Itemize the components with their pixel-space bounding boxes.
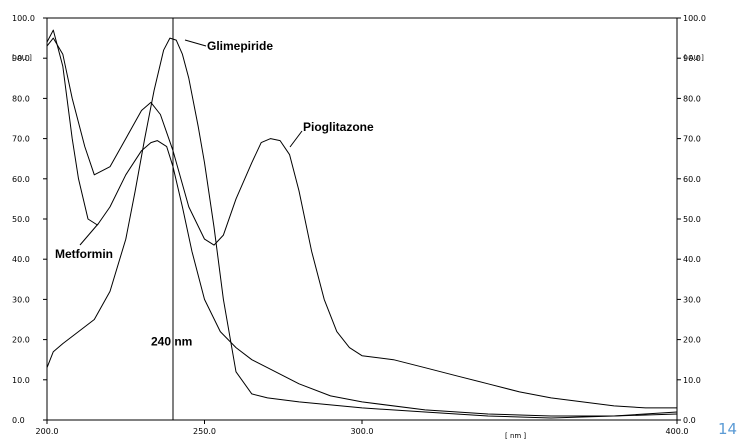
x-axis-unit: [ nm ]	[505, 432, 526, 440]
leader-line-pioglitazone	[289, 130, 303, 148]
y-tick-label-left: 0.0	[12, 416, 25, 425]
annotation-metformin: Metformin	[55, 223, 113, 261]
y-tick-label-right: 50.0	[683, 215, 701, 224]
series-label-glimepiride: Glimepiride	[207, 39, 273, 53]
series-label-pioglitazone: Pioglitazone	[303, 120, 374, 134]
y-axis-unit-left: [ AU ]	[12, 54, 32, 62]
x-tick-label: 200.0	[36, 427, 59, 436]
series-line-metformin	[46, 29, 678, 417]
y-tick-label-left: 40.0	[12, 255, 30, 264]
leader-line-metformin	[79, 223, 99, 246]
annotation-pioglitazone: Pioglitazone	[289, 120, 374, 148]
y-tick-label-left: 70.0	[12, 135, 30, 144]
y-tick-label-left: 60.0	[12, 175, 30, 184]
x-tick-label: 400.0	[666, 427, 689, 436]
series-layer	[46, 29, 678, 419]
page-number: 14	[718, 420, 738, 438]
y-tick-label-right: 60.0	[683, 175, 701, 184]
x-tick-label: 300.0	[351, 427, 374, 436]
y-tick-label-right: 70.0	[683, 135, 701, 144]
y-tick-label-left: 30.0	[12, 295, 30, 304]
y-tick-label-right: 100.0	[683, 14, 706, 23]
y-tick-label-right: 30.0	[683, 295, 701, 304]
series-line-glimepiride	[46, 37, 678, 419]
leader-line-glimepiride	[184, 39, 207, 47]
x-axis: 200.0 250.0 300.0 400.0	[36, 420, 689, 436]
series-label-metformin: Metformin	[55, 247, 113, 261]
y-tick-label-right: 20.0	[683, 336, 701, 345]
y-tick-label-left: 10.0	[12, 376, 30, 385]
y-tick-label-left: 90.0	[12, 54, 30, 63]
x-tick-label: 250.0	[193, 427, 216, 436]
y-tick-label-left: 80.0	[12, 94, 30, 103]
y-tick-label-right: 0.0	[683, 416, 696, 425]
y-tick-label-left: 20.0	[12, 336, 30, 345]
marker-label: 240 nm	[151, 335, 192, 349]
y-axis-unit-right: [ AU ]	[684, 54, 704, 62]
y-tick-label-right: 40.0	[683, 255, 701, 264]
y-tick-label-left: 50.0	[12, 215, 30, 224]
y-tick-label-left: 100.0	[12, 14, 35, 23]
y-axis-left: 0.0 10.0 20.0 30.0 40.0 50.0 60.0 70.0 80.0 90.0 1…	[12, 14, 47, 425]
annotation-glimepiride: Glimepiride	[184, 39, 273, 53]
y-tick-label-right: 10.0	[683, 376, 701, 385]
y-tick-label-right: 80.0	[683, 94, 701, 103]
plot-frame	[46, 17, 678, 421]
y-tick-label-right: 90.0	[683, 54, 701, 63]
y-axis-right: 0.0 10.0 20.0 30.0 40.0 50.0 60.0 70.0 80.0 90.0 1…	[677, 14, 706, 425]
series-line-pioglitazone	[46, 37, 677, 409]
